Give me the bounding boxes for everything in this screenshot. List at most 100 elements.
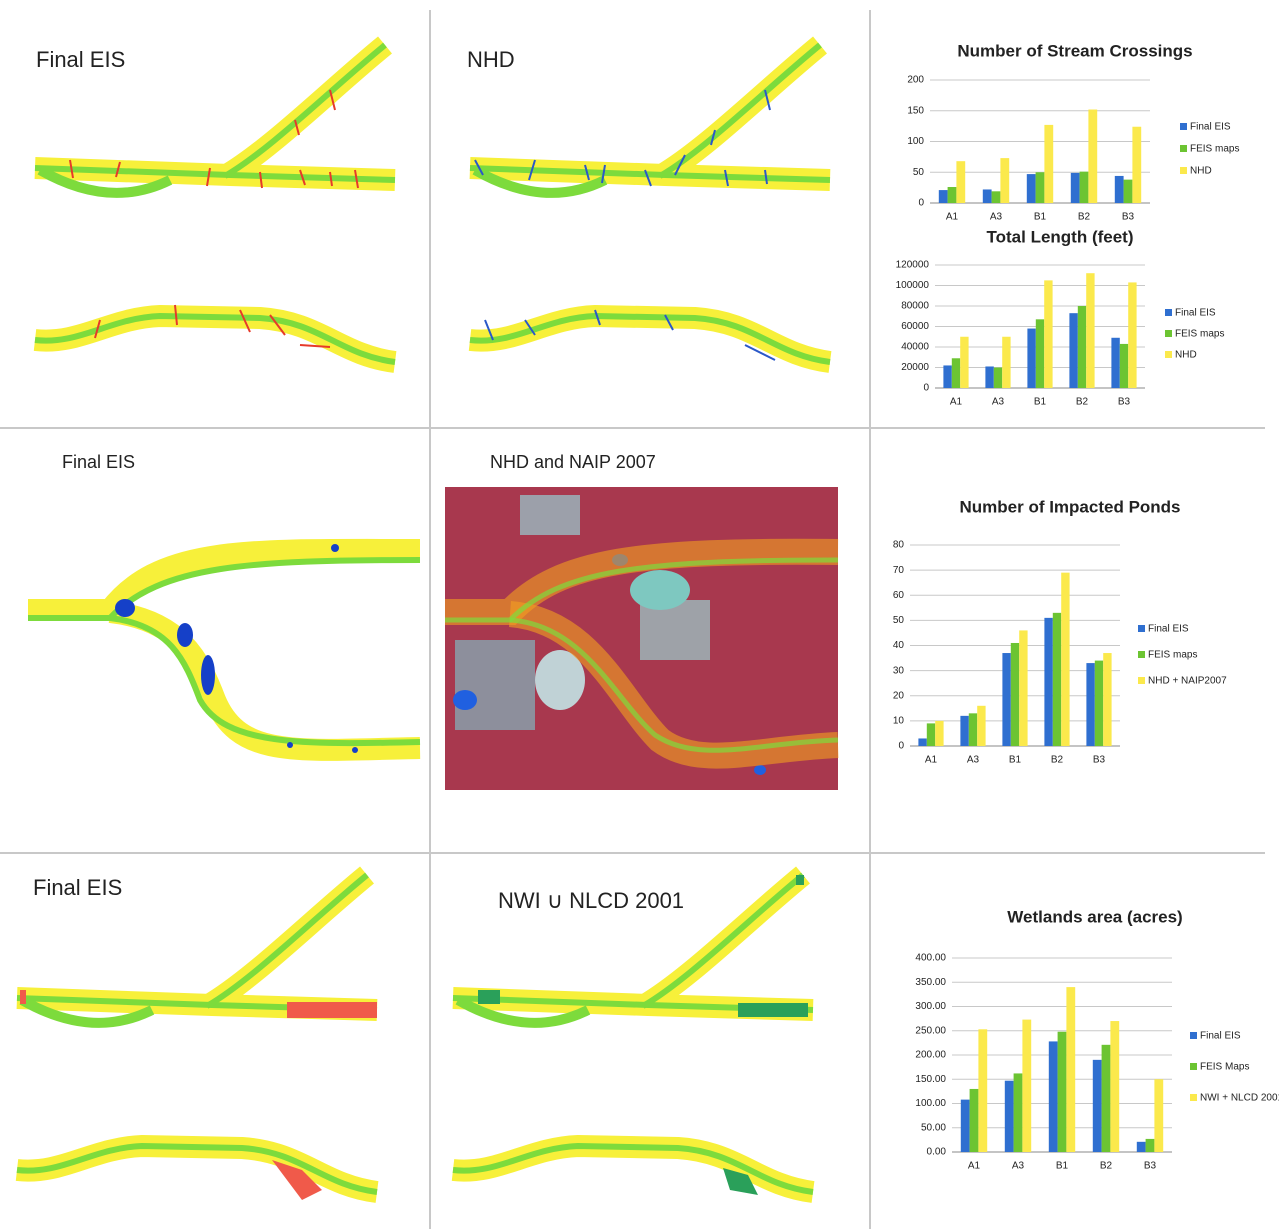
bar <box>1128 282 1136 388</box>
legend-label: NHD <box>1190 166 1212 177</box>
legend-swatch <box>1138 625 1145 632</box>
x-tick-label: A3 <box>967 755 980 766</box>
chart-title: Number of Stream Crossings <box>957 41 1192 60</box>
legend-swatch <box>1190 1063 1197 1070</box>
bar <box>1132 127 1141 203</box>
bar <box>1044 125 1053 203</box>
y-tick-label: 50.00 <box>921 1122 946 1133</box>
bar <box>960 337 968 388</box>
x-tick-label: B1 <box>1009 755 1022 766</box>
bar <box>992 191 1001 203</box>
x-tick-label: A3 <box>990 212 1003 223</box>
legend-label: NWI + NLCD 2001 <box>1200 1093 1279 1104</box>
bar <box>1022 1020 1031 1152</box>
bar <box>1019 630 1027 746</box>
bar <box>1036 172 1045 203</box>
legend-swatch <box>1165 330 1172 337</box>
y-tick-label: 50 <box>893 615 905 626</box>
bar <box>1049 1041 1058 1152</box>
y-tick-label: 400.00 <box>915 953 946 964</box>
bar <box>977 706 985 746</box>
legend-swatch <box>1190 1032 1197 1039</box>
y-tick-label: 20 <box>893 690 905 701</box>
y-tick-label: 20000 <box>901 362 929 373</box>
y-tick-label: 30 <box>893 665 905 676</box>
y-tick-label: 40 <box>893 640 905 651</box>
bar <box>1058 1032 1067 1152</box>
y-tick-label: 300.00 <box>915 1001 946 1012</box>
y-tick-label: 150 <box>907 105 924 116</box>
legend-swatch <box>1165 309 1172 316</box>
bar <box>1053 613 1061 746</box>
y-tick-label: 200 <box>907 75 924 86</box>
bar <box>1011 643 1019 746</box>
y-tick-label: 80 <box>893 540 905 551</box>
y-tick-label: 60000 <box>901 321 929 332</box>
panel-title: NHD <box>467 47 515 72</box>
legend-label: FEIS maps <box>1190 144 1239 155</box>
x-tick-label: A3 <box>1012 1161 1025 1172</box>
map-ponds-naip <box>445 487 838 790</box>
bar <box>927 723 935 746</box>
legend-label: NHD <box>1175 350 1197 361</box>
bar <box>1002 337 1010 388</box>
bar <box>1137 1142 1146 1152</box>
x-tick-label: B1 <box>1056 1161 1069 1172</box>
bar <box>1036 319 1044 388</box>
legend-swatch <box>1138 677 1145 684</box>
bar <box>1044 280 1052 388</box>
bar <box>1086 663 1094 746</box>
y-tick-label: 0 <box>918 198 924 209</box>
x-tick-label: B3 <box>1118 397 1131 408</box>
x-tick-label: B2 <box>1076 397 1089 408</box>
panel-title: Final EIS <box>62 452 135 472</box>
legend-swatch <box>1180 167 1187 174</box>
bar <box>1000 158 1009 203</box>
y-tick-label: 60 <box>893 590 905 601</box>
legend-label: Final EIS <box>1175 308 1216 319</box>
x-tick-label: A1 <box>946 212 959 223</box>
bar <box>1102 1045 1111 1152</box>
y-tick-label: 350.00 <box>915 977 946 988</box>
y-tick-label: 70 <box>893 565 905 576</box>
y-tick-label: 80000 <box>901 301 929 312</box>
y-tick-label: 0 <box>898 741 904 752</box>
bar <box>1088 110 1097 203</box>
bar <box>983 189 992 203</box>
bar <box>1086 273 1094 388</box>
bar <box>1005 1081 1014 1152</box>
bar <box>948 187 957 203</box>
legend-label: Final EIS <box>1190 122 1231 133</box>
map-ponds-final <box>28 544 420 753</box>
bar <box>1044 618 1052 746</box>
bar <box>985 366 993 388</box>
x-tick-label: A1 <box>950 397 963 408</box>
bar <box>978 1029 987 1152</box>
legend-label: NHD + NAIP2007 <box>1148 676 1227 687</box>
bar <box>1093 1060 1102 1152</box>
y-tick-label: 100 <box>907 136 924 147</box>
bar <box>1120 344 1128 388</box>
bar <box>943 365 951 388</box>
bar <box>1002 653 1010 746</box>
legend-label: FEIS Maps <box>1200 1062 1249 1073</box>
bar <box>1071 173 1080 203</box>
bar <box>939 190 948 203</box>
legend-label: Final EIS <box>1200 1031 1241 1042</box>
legend-swatch <box>1180 145 1187 152</box>
bar <box>994 368 1002 389</box>
y-tick-label: 40000 <box>901 342 929 353</box>
y-tick-label: 100.00 <box>915 1098 946 1109</box>
legend-swatch <box>1138 651 1145 658</box>
bar <box>1066 987 1075 1152</box>
panel-title: NHD and NAIP 2007 <box>490 452 656 472</box>
x-tick-label: B2 <box>1051 755 1064 766</box>
bar <box>1110 1021 1119 1152</box>
x-tick-label: B3 <box>1144 1161 1157 1172</box>
bar <box>961 1100 970 1152</box>
bar <box>1115 176 1124 203</box>
bar <box>935 721 943 746</box>
bar <box>1078 306 1086 388</box>
panel-title: Final EIS <box>36 47 125 72</box>
bar <box>1069 313 1077 388</box>
